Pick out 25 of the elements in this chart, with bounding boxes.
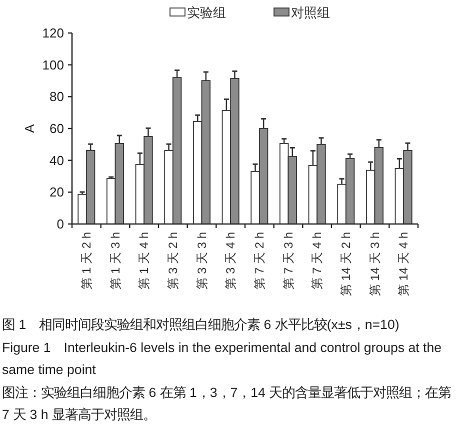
- x-tick-label: 第 3 天 2 h: [166, 232, 180, 290]
- x-tick-label: 第 7 天 3 h: [281, 232, 296, 290]
- x-tick-label: 第 3 天 4 h: [224, 232, 238, 290]
- x-tick-label: 第 14 天 4 h: [396, 232, 411, 296]
- y-tick-label: 0: [56, 216, 64, 232]
- y-tick-label: 40: [50, 152, 64, 168]
- legend-label: 对照组: [291, 5, 330, 20]
- text: 图注：实验组白细胞介素 6 在第 1，3，7，14 天的含量显著低于对照组；在第 7 天 3 h 显著高于对照组。: [2, 384, 452, 424]
- x-tick-label: 第 7 天 4 h: [310, 232, 324, 290]
- y-tick-label: 20: [50, 184, 64, 200]
- legend-label: 实验组: [187, 5, 226, 20]
- x-tick-label: 第 14 天 2 h: [338, 232, 353, 296]
- y-tick-label: 80: [50, 89, 64, 104]
- x-tick-label: 第 7 天 2 h: [252, 232, 266, 290]
- y-axis-title: A: [22, 124, 37, 133]
- text: Figure 1 Interleukin-6 levels in the experimental and control groups at the same time point: [2, 338, 442, 379]
- y-tick-label: 100: [42, 57, 64, 72]
- y-tick-label: 60: [50, 121, 64, 136]
- y-tick-label: 120: [42, 26, 64, 40]
- x-tick-label: 第 14 天 3 h: [368, 232, 382, 296]
- x-tick-label: 第 1 天 4 h: [137, 232, 152, 290]
- text: 图 1 相同时间段实验组和对照组白细胞介素 6 水平比较(x±s，n=10): [2, 316, 400, 334]
- x-tick-label: 第 3 天 3 h: [194, 232, 209, 290]
- x-tick-label: 第 1 天 2 h: [79, 232, 94, 290]
- x-tick-label: 第 1 天 3 h: [108, 232, 122, 290]
